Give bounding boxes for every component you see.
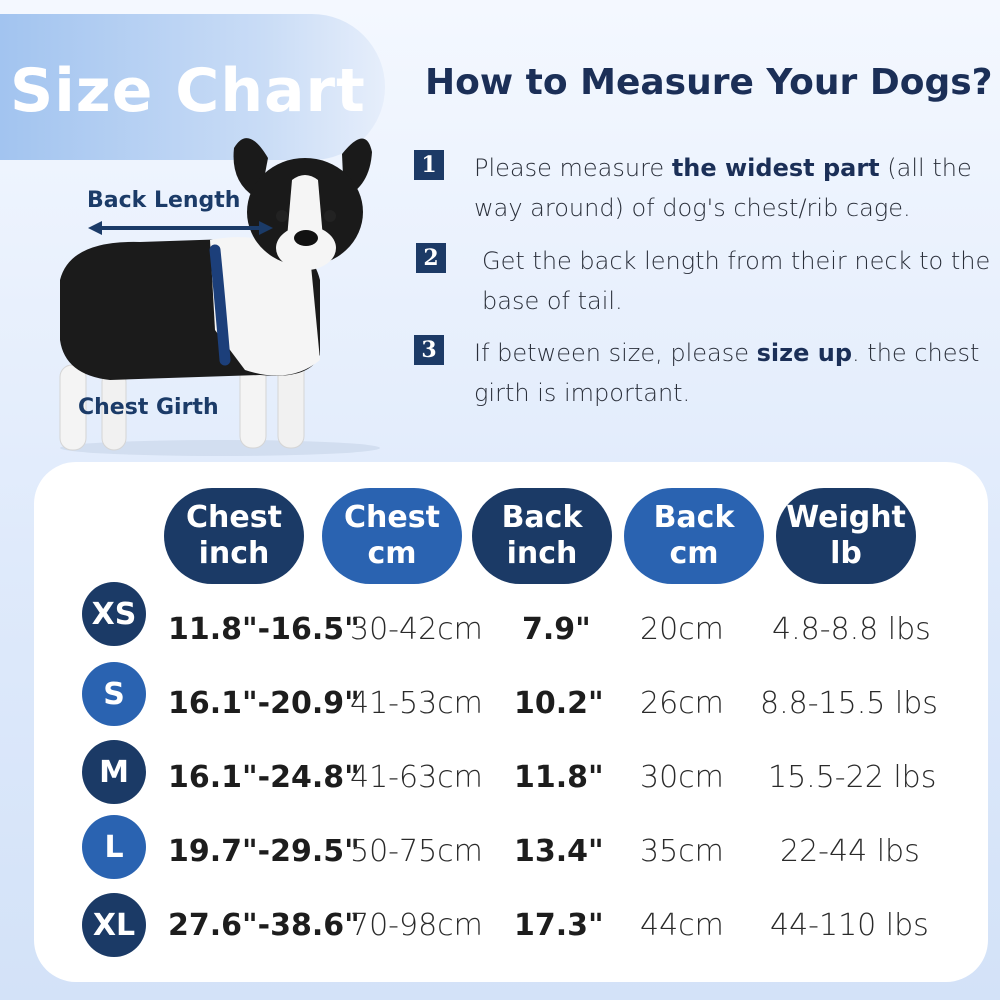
title-banner: Size Chart (0, 14, 385, 160)
step-number: 3 (414, 335, 444, 365)
chest-inch-cell: 11.8"-16.5" (168, 612, 360, 647)
weight-cell: 8.8-15.5 lbs (760, 686, 938, 721)
header-back-cm: Back cm (624, 488, 764, 584)
chest-cm-cell: 41-53cm (350, 686, 483, 721)
header-weight-lb: Weight lb (776, 488, 916, 584)
chest-cm-cell: 41-63cm (350, 760, 483, 795)
back-inch-cell: 13.4" (514, 834, 604, 869)
chest-inch-cell: 16.1"-24.8" (168, 760, 360, 795)
chest-inch-cell: 16.1"-20.9" (168, 686, 360, 721)
step-text: If between size, please size up. the che… (474, 339, 980, 407)
back-cm-cell: 30cm (640, 760, 724, 795)
weight-cell: 15.5-22 lbs (768, 760, 937, 795)
chest-cm-cell: 30-42cm (350, 612, 483, 647)
chest-cm-cell: 50-75cm (350, 834, 483, 869)
header-chest-inch: Chest inch (164, 488, 304, 584)
size-badge-l: L (82, 815, 146, 879)
back-length-arrow-icon (88, 221, 273, 235)
size-badge-s: S (82, 662, 146, 726)
back-cm-cell: 26cm (640, 686, 724, 721)
step-1: 1 Please measure the widest part (all th… (414, 148, 994, 238)
chest-inch-cell: 27.6"-38.6" (168, 908, 360, 943)
step-text: Please measure the widest part (all the … (474, 154, 972, 222)
back-length-label: Back Length (87, 188, 241, 213)
back-inch-cell: 17.3" (514, 908, 604, 943)
chest-cm-cell: 70-98cm (350, 908, 483, 943)
step-number: 1 (414, 150, 444, 180)
back-cm-cell: 35cm (640, 834, 724, 869)
page-title: Size Chart (10, 56, 366, 126)
chest-inch-cell: 19.7"-29.5" (168, 834, 360, 869)
header-chest-cm: Chest cm (322, 488, 462, 584)
size-badge-m: M (82, 740, 146, 804)
back-inch-cell: 7.9" (522, 612, 591, 647)
measure-title: How to Measure Your Dogs? (425, 62, 993, 103)
chest-girth-label: Chest Girth (78, 395, 219, 420)
step-2: 2 Get the back length from their neck to… (414, 241, 994, 331)
size-badge-xs: XS (82, 582, 146, 646)
weight-cell: 4.8-8.8 lbs (772, 612, 931, 647)
weight-cell: 22-44 lbs (780, 834, 920, 869)
header-back-inch: Back inch (472, 488, 612, 584)
back-cm-cell: 20cm (640, 612, 724, 647)
step-3: 3 If between size, please size up. the c… (414, 333, 994, 423)
back-cm-cell: 44cm (640, 908, 724, 943)
dog-illustration: Back Length Chest Girth (20, 130, 400, 470)
weight-cell: 44-110 lbs (770, 908, 929, 943)
back-inch-cell: 11.8" (514, 760, 604, 795)
step-number: 2 (416, 243, 446, 273)
step-text: Get the back length from their neck to t… (482, 247, 991, 315)
size-badge-xl: XL (82, 893, 146, 957)
dog-image (59, 138, 380, 456)
back-inch-cell: 10.2" (514, 686, 604, 721)
